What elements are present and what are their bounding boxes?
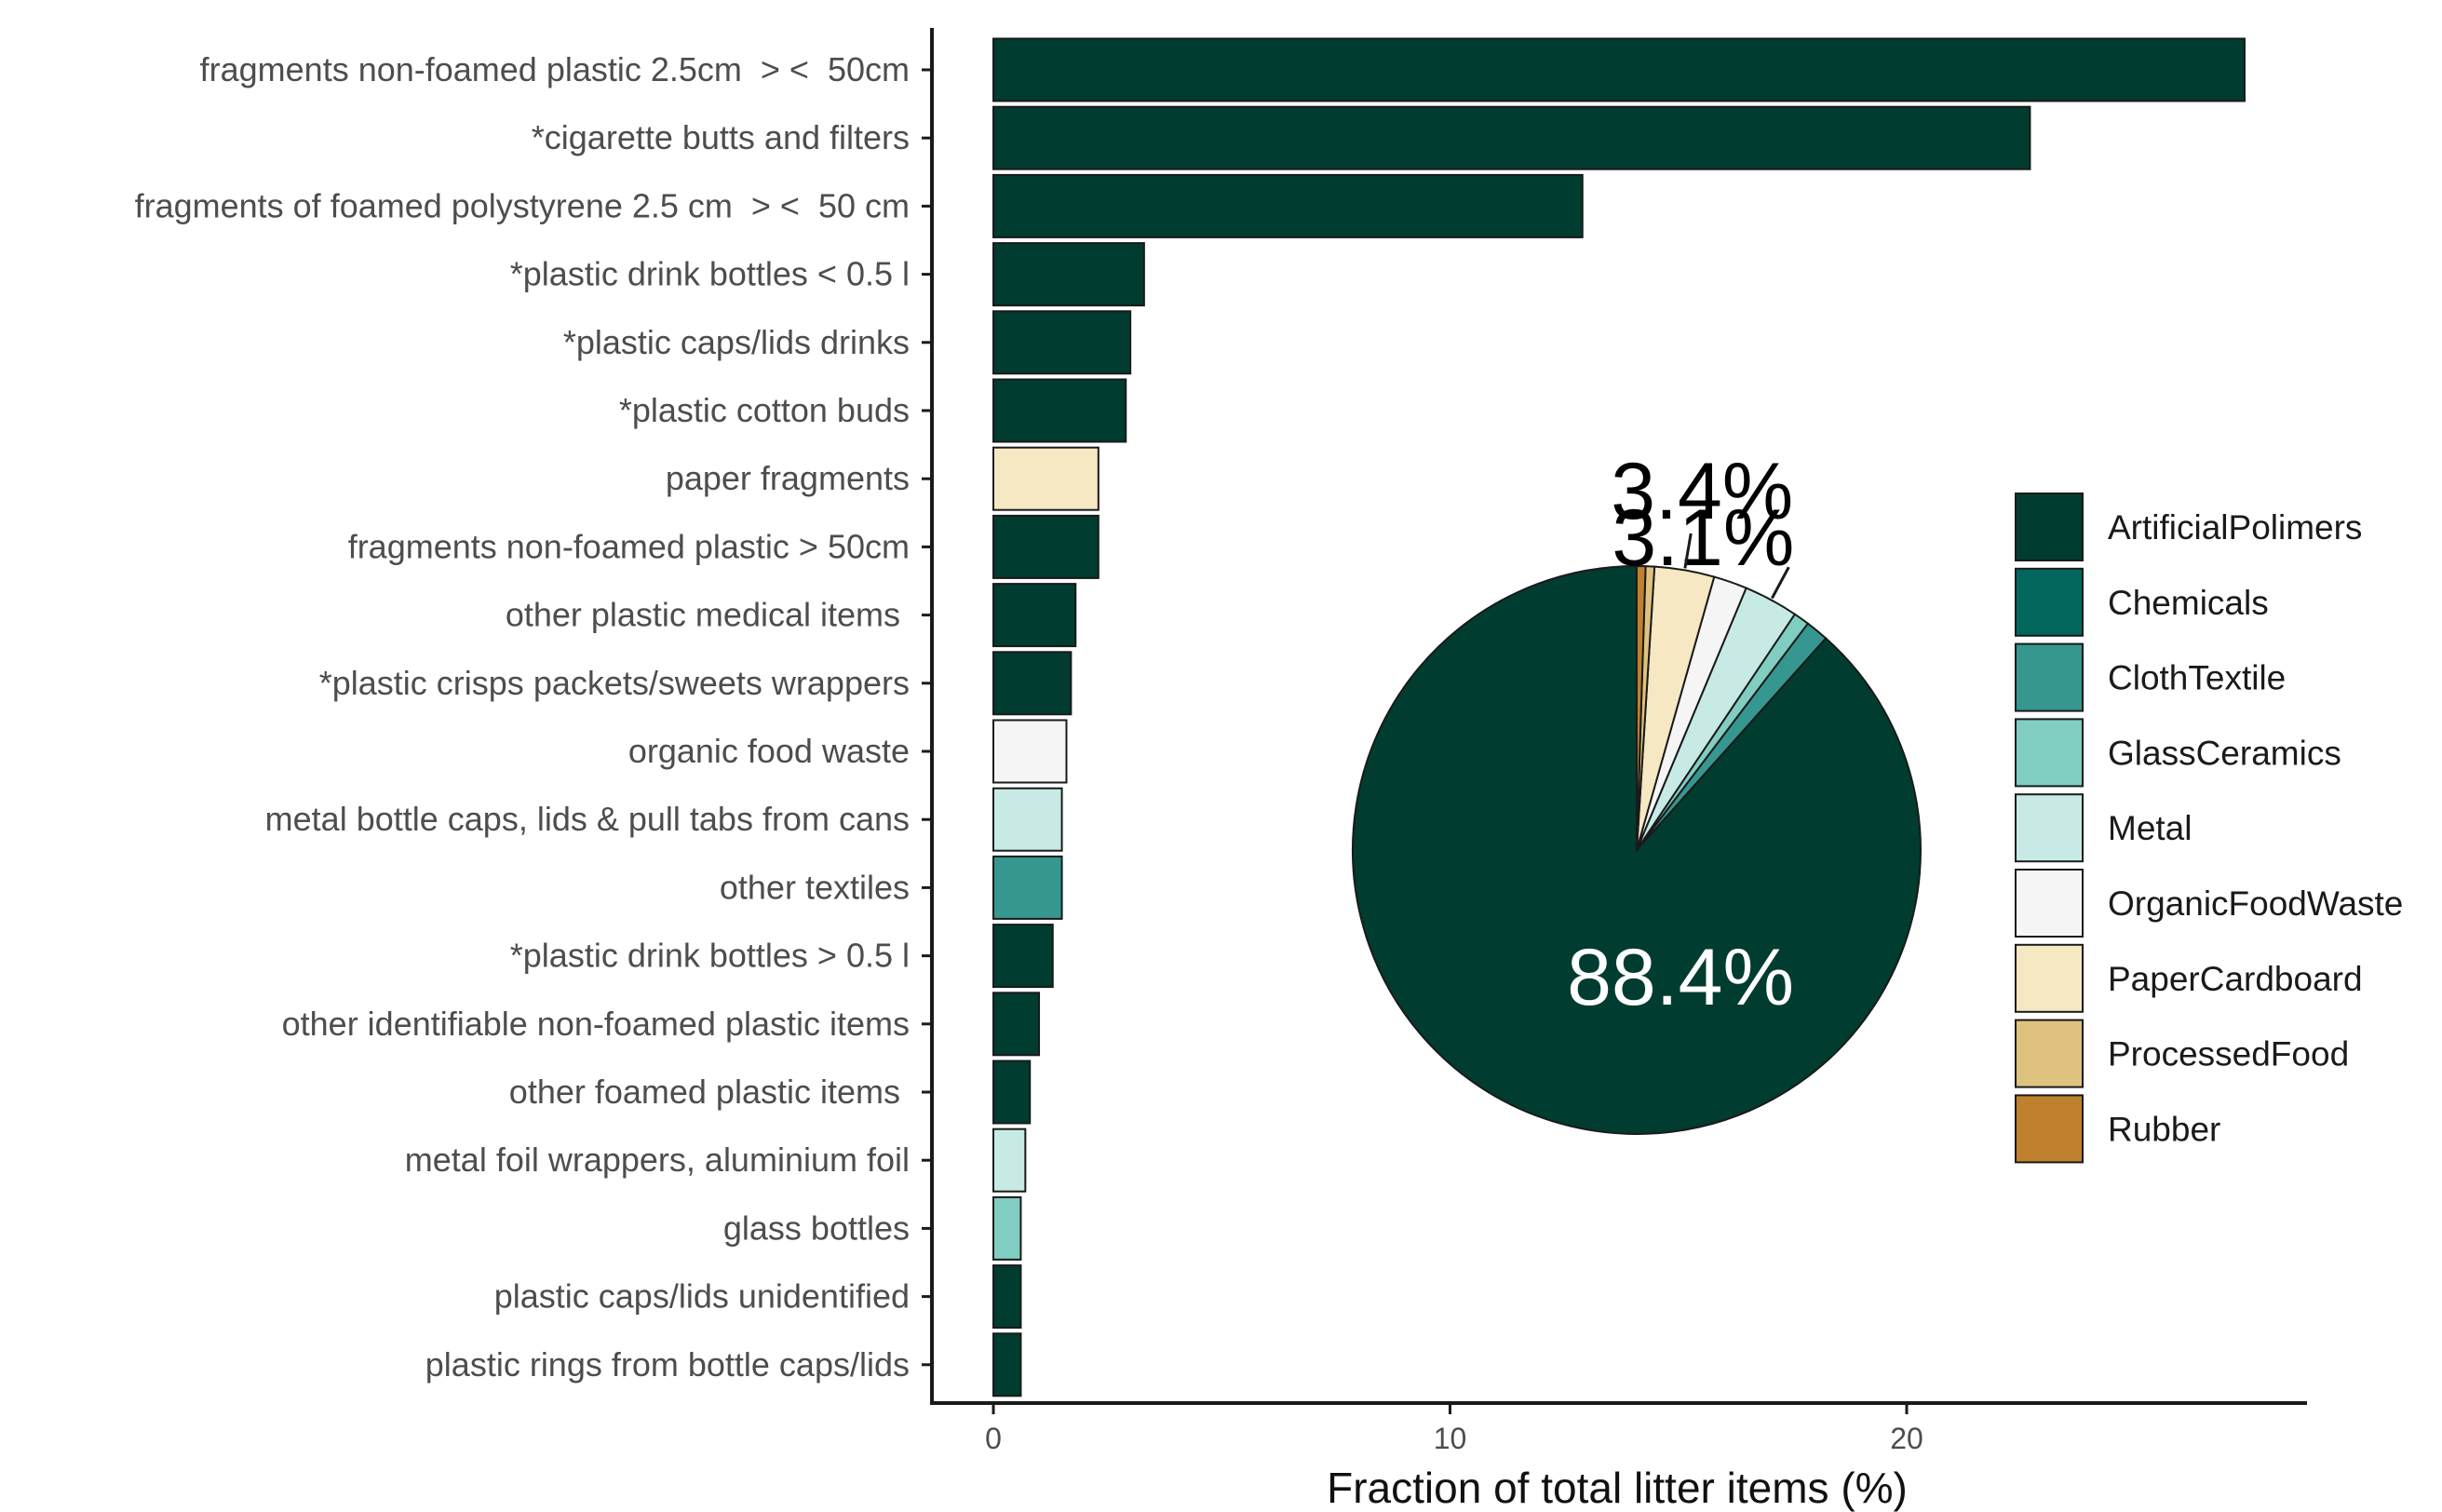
bar [992,924,1054,989]
bar [992,173,1584,238]
bar [992,37,2246,102]
category-label: plastic caps/lids unidentified [494,1277,910,1316]
category-label: *plastic crisps packets/sweets wrappers [319,664,910,702]
legend-swatch [2015,943,2084,1013]
legend-swatch [2015,869,2084,938]
legend-label: Rubber [2108,1110,2220,1148]
pie-label-leader [1683,533,1693,569]
axes [930,28,2307,1405]
category-label: *plastic cotton buds [619,391,910,429]
category-label: fragments non-foamed plastic > 50cm [348,527,910,565]
bar [992,514,1100,579]
bar [992,242,1145,307]
category-label: fragments of foamed polystyrene 2.5 cm >… [135,186,910,224]
x-tick-label: 10 [1434,1422,1467,1455]
category-label: plastic rings from bottle caps/lids [425,1345,910,1384]
bar [992,1060,1032,1125]
y-axis-labels: fragments non-foamed plastic 2.5cm > < 5… [135,50,910,1384]
bar [992,446,1100,511]
category-label: other plastic medical items [506,596,910,634]
category-label: other textiles [720,868,910,906]
legend-swatch [2015,1094,2084,1164]
bar [992,310,1132,375]
pie-slice-label: 3.4% [1611,447,1793,536]
legend-swatch [2015,493,2084,561]
bar [992,583,1077,648]
pie-slice [1636,564,1647,851]
pie-labels: 88.4% 3.1%3.4% [1567,447,1794,1022]
bar [992,378,1127,443]
legend-label: Chemicals [2108,584,2269,622]
category-label: other identifiable non-foamed plastic it… [282,1005,910,1043]
bar [992,1195,1022,1261]
category-label: organic food waste [628,732,910,770]
category-label: *plastic drink bottles < 0.5 l [510,255,910,293]
pie-label-leader [1771,566,1790,600]
category-label: glass bottles [723,1208,910,1247]
bar [992,787,1063,852]
bar [992,855,1063,920]
legend-label: ClothTextile [2108,659,2286,697]
bar [992,1127,1027,1193]
legend-label: GlassCeramics [2108,734,2341,772]
legend-label: ArtificialPolimers [2108,508,2362,547]
x-axis-title: Fraction of total litter items (%) [1327,1464,1908,1512]
legend-swatch [2015,793,2084,863]
legend-label: Metal [2108,809,2192,847]
category-label: *plastic drink bottles > 0.5 l [510,937,910,975]
category-label: metal bottle caps, lids & pull tabs from… [265,800,910,838]
pie-chart [1351,564,1922,1135]
x-tick-label: 20 [1890,1422,1923,1455]
category-label: *cigarette butts and filters [532,118,910,156]
bar [992,651,1073,716]
legend-swatch [2015,567,2084,637]
bars [922,37,2246,1397]
legend-swatch [2015,642,2084,712]
bar [992,1264,1022,1330]
bar [992,105,2031,170]
legend-label: PaperCardboard [2108,960,2363,998]
category-label: other foamed plastic items [509,1073,910,1111]
category-label: fragments non-foamed plastic 2.5cm > < 5… [200,50,910,88]
x-tick-label: 0 [985,1422,1002,1455]
bar [992,1332,1022,1397]
x-ticks: 0 10 20 [985,1403,1923,1455]
pie-slice-label: 3.1% [1612,493,1794,583]
legend-swatch [2015,1019,2084,1088]
bar [992,719,1068,784]
pie-slice-label: 88.4% [1567,933,1794,1022]
legend-label: ProcessedFood [2108,1035,2349,1073]
legend: ArtificialPolimers Chemicals ClothTextile G… [2015,493,2403,1164]
legend-label: OrganicFoodWaste [2108,884,2403,923]
category-label: metal foil wrappers, aluminium foil [405,1141,910,1179]
legend-swatch [2015,718,2084,788]
category-label: *plastic caps/lids drinks [563,323,910,361]
category-label: paper fragments [666,459,910,497]
bar [992,992,1041,1057]
